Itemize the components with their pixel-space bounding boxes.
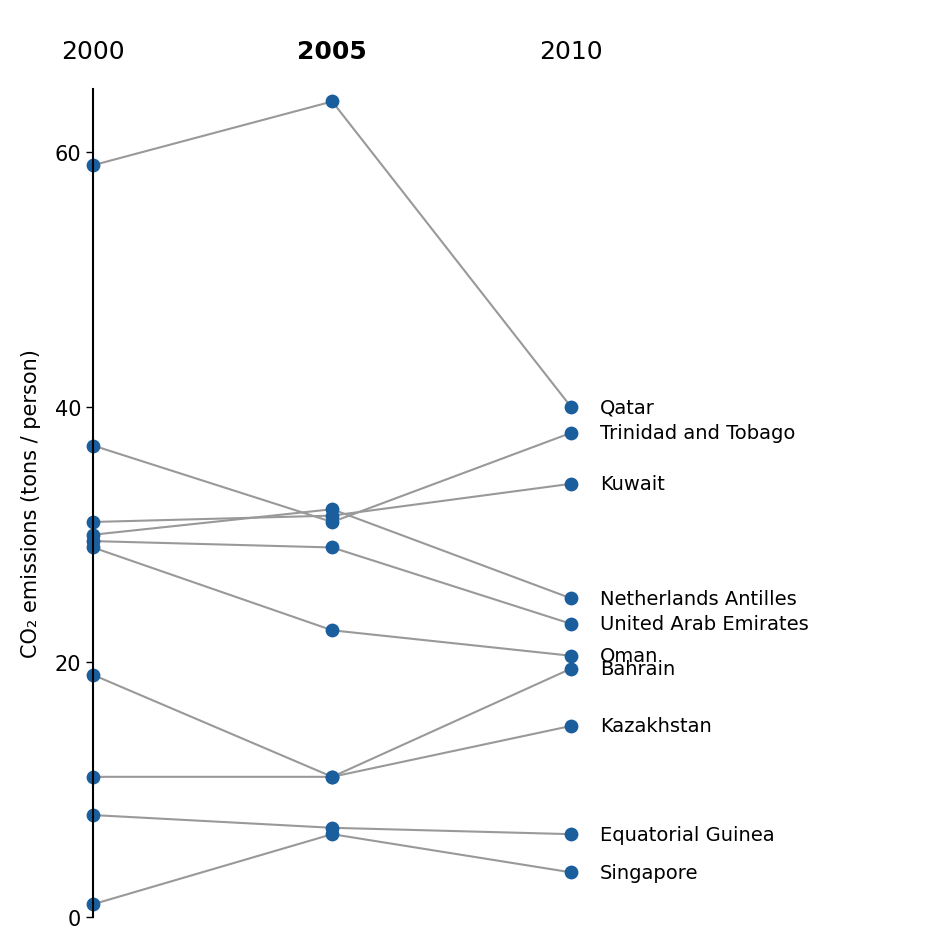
Point — [86, 439, 101, 454]
Y-axis label: CO₂ emissions (tons / person): CO₂ emissions (tons / person) — [21, 349, 41, 658]
Text: Trinidad and Tobago: Trinidad and Tobago — [599, 424, 795, 443]
Point — [325, 769, 340, 784]
Point — [325, 514, 340, 530]
Text: Kuwait: Kuwait — [599, 475, 665, 494]
Text: Oman: Oman — [599, 647, 658, 666]
Point — [564, 649, 579, 664]
Point — [564, 400, 579, 415]
Text: United Arab Emirates: United Arab Emirates — [599, 615, 808, 633]
Point — [325, 769, 340, 784]
Point — [86, 540, 101, 555]
Text: Kazakhstan: Kazakhstan — [599, 716, 711, 735]
Point — [564, 827, 579, 842]
Point — [86, 897, 101, 912]
Point — [564, 661, 579, 676]
Point — [86, 769, 101, 784]
Point — [564, 865, 579, 880]
Point — [564, 426, 579, 441]
Text: Singapore: Singapore — [599, 863, 698, 882]
Point — [325, 820, 340, 835]
Point — [325, 509, 340, 524]
Point — [86, 528, 101, 543]
Point — [86, 159, 101, 174]
Point — [86, 808, 101, 823]
Point — [86, 514, 101, 530]
Point — [325, 540, 340, 555]
Text: Equatorial Guinea: Equatorial Guinea — [599, 825, 774, 844]
Point — [325, 623, 340, 638]
Point — [564, 591, 579, 606]
Text: Netherlands Antilles: Netherlands Antilles — [599, 589, 796, 608]
Point — [564, 477, 579, 492]
Text: 2005: 2005 — [297, 41, 366, 64]
Text: Qatar: Qatar — [599, 398, 654, 417]
Point — [564, 616, 579, 632]
Point — [325, 827, 340, 842]
Point — [325, 502, 340, 517]
Point — [86, 667, 101, 683]
Point — [564, 718, 579, 733]
Text: 2010: 2010 — [539, 41, 602, 64]
Point — [86, 534, 101, 549]
Text: 2000: 2000 — [61, 41, 125, 64]
Point — [325, 94, 340, 110]
Text: Bahrain: Bahrain — [599, 659, 675, 679]
